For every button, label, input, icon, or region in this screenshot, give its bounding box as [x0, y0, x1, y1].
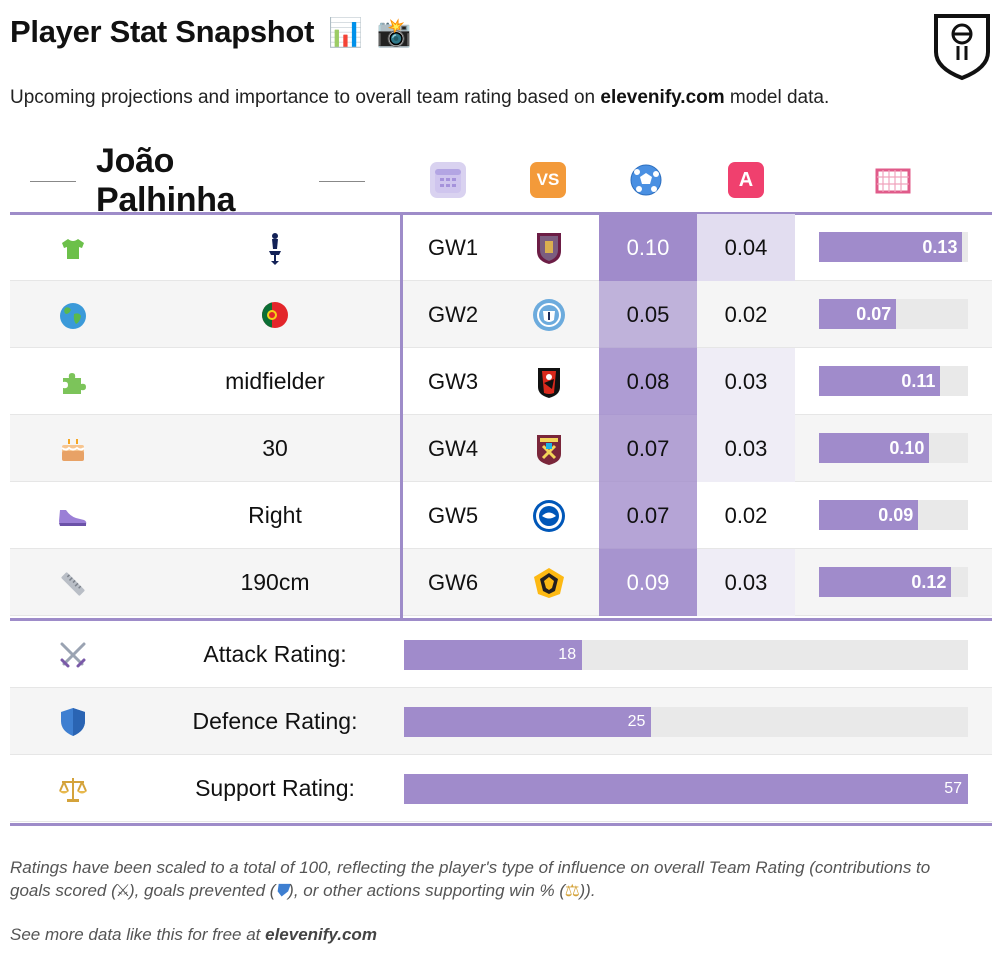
xg-cell: 0.07	[599, 415, 697, 482]
xg-cell: 0.05	[599, 281, 697, 348]
xg-cell: 0.10	[599, 214, 697, 281]
rating-label: Support Rating:	[195, 775, 355, 801]
age-value: 30	[262, 435, 288, 461]
footer: See more data like this for free at elev…	[10, 925, 377, 944]
ruler-icon	[58, 569, 88, 599]
swords-icon: ⚔	[116, 881, 129, 900]
player-name: João Palhinha	[10, 142, 385, 219]
scales-icon: ⚖	[565, 881, 580, 900]
xa-cell: 0.03	[697, 549, 795, 616]
total-bar: 0.07	[819, 299, 968, 329]
table-row: 30 GW4 0.07 0.03 0.10	[10, 415, 992, 482]
rating-bar-fill: 57	[404, 774, 968, 804]
xa-cell: 0.02	[724, 502, 768, 528]
height-value: 190cm	[240, 569, 310, 595]
gameweek: GW2	[428, 301, 479, 327]
assist-icon: A	[728, 162, 764, 198]
gameweek: GW3	[428, 368, 479, 394]
divider-left	[30, 180, 76, 182]
gameweek: GW5	[428, 502, 479, 528]
cake-icon	[58, 435, 88, 465]
burnley-badge-icon	[532, 231, 566, 265]
xa-cell: 0.03	[697, 415, 795, 482]
footer-divider	[10, 823, 992, 826]
total-bar-fill: 0.10	[819, 433, 930, 463]
puzzle-icon	[58, 368, 88, 398]
foot-value: Right	[248, 502, 302, 528]
rating-bar: 18	[404, 640, 968, 670]
bournemouth-badge-icon	[532, 365, 566, 399]
gameweek: GW4	[428, 435, 479, 461]
table-row: Right GW5 0.07 0.02 0.09	[10, 482, 992, 549]
rating-row-defence: Defence Rating: 25	[10, 688, 992, 755]
table-row: 190cm GW6 0.09 0.03 0.12	[10, 549, 992, 616]
table-row: GW2 0.05 0.02 0.07	[10, 281, 992, 348]
footnote: Ratings have been scaled to a total of 1…	[10, 858, 931, 900]
rating-bar: 57	[404, 774, 968, 804]
total-bar: 0.09	[819, 500, 968, 530]
total-bar: 0.13	[819, 232, 968, 262]
shirt-icon	[58, 234, 88, 264]
camera-icon: 📸	[376, 16, 412, 48]
shield-icon	[58, 707, 88, 737]
header-divider	[10, 212, 992, 215]
total-bar-fill: 0.07	[819, 299, 897, 329]
total-bar-fill: 0.09	[819, 500, 919, 530]
total-bar: 0.12	[819, 567, 968, 597]
rating-label: Defence Rating:	[192, 708, 358, 734]
wolves-badge-icon	[532, 566, 566, 600]
rating-bar: 25	[404, 707, 968, 737]
calendar-icon	[430, 162, 466, 198]
club-badge	[140, 214, 410, 281]
divider-right	[319, 180, 365, 182]
column-divider	[400, 214, 403, 618]
vs-icon: VS	[530, 162, 566, 198]
rating-row-attack: Attack Rating: 18	[10, 621, 992, 688]
gameweek: GW1	[428, 234, 479, 260]
position-value: midfielder	[225, 368, 325, 394]
brighton-badge-icon	[532, 499, 566, 533]
scales-icon	[58, 774, 88, 804]
title-text: Player Stat Snapshot	[10, 14, 315, 49]
rating-label: Attack Rating:	[203, 641, 347, 667]
football-icon	[628, 162, 664, 198]
total-bar-fill: 0.11	[819, 366, 941, 396]
total-bar-fill: 0.13	[819, 232, 963, 262]
shield-icon: ⛊	[275, 881, 289, 900]
shoe-icon	[58, 502, 88, 532]
table-row: midfielder GW3 0.08 0.03 0.11	[10, 348, 992, 415]
section-divider	[10, 618, 992, 621]
footer-site-link[interactable]: elevenify.com	[265, 925, 377, 944]
total-bar: 0.10	[819, 433, 968, 463]
xa-cell: 0.02	[724, 301, 768, 327]
elevenify-logo	[934, 14, 990, 81]
xa-cell: 0.03	[697, 348, 795, 415]
nation-flag	[140, 281, 410, 348]
xa-cell: 0.04	[697, 214, 795, 281]
total-bar-fill: 0.12	[819, 567, 952, 597]
globe-icon	[58, 301, 88, 331]
xg-cell: 0.09	[599, 549, 697, 616]
xg-cell: 0.07	[599, 482, 697, 549]
rating-bar-fill: 18	[404, 640, 583, 670]
bar-chart-icon: 📊	[328, 16, 363, 48]
goal-net-icon	[875, 162, 911, 198]
table-header: João Palhinha VS A	[10, 142, 992, 219]
total-bar: 0.11	[819, 366, 968, 396]
page-title: Player Stat Snapshot 📊 📸	[10, 14, 412, 50]
rating-bar-fill: 25	[404, 707, 652, 737]
site-link[interactable]: elevenify.com	[600, 87, 725, 108]
gameweek: GW6	[428, 569, 479, 595]
west-ham-badge-icon	[532, 432, 566, 466]
rating-row-support: Support Rating: 57	[10, 755, 992, 822]
table-row: GW1 0.10 0.04 0.13	[10, 214, 992, 281]
man-city-badge-icon	[532, 298, 566, 332]
subtitle: Upcoming projections and importance to o…	[10, 87, 830, 108]
swords-icon	[58, 640, 88, 670]
xg-cell: 0.08	[599, 348, 697, 415]
